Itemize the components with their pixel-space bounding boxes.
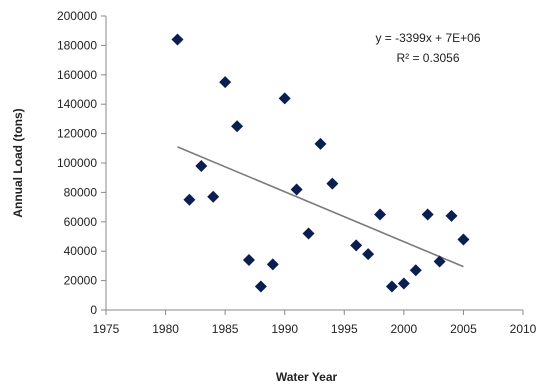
y-tick-label: 200000	[57, 9, 97, 23]
data-point	[195, 159, 208, 172]
y-tick-label: 140000	[57, 97, 97, 111]
data-point	[350, 239, 363, 252]
y-tick-label: 40000	[64, 244, 98, 258]
data-point	[374, 208, 387, 221]
data-point	[219, 76, 232, 89]
data-point	[171, 33, 184, 46]
data-point	[457, 233, 470, 246]
data-point	[290, 183, 303, 196]
y-tick-label: 0	[90, 303, 97, 317]
data-point	[254, 280, 267, 293]
data-point	[266, 258, 279, 271]
trendline-equation: y = -3399x + 7E+06	[375, 31, 480, 45]
x-axis-ticks: 1975 1980 1985 1990 1995 2000 2005 2010	[93, 310, 537, 336]
data-point	[314, 137, 327, 150]
data-point	[421, 208, 434, 221]
trendline	[177, 146, 464, 268]
data-points	[171, 33, 470, 293]
x-tick-label: 1975	[93, 322, 120, 336]
y-tick-label: 160000	[57, 68, 97, 82]
data-point	[326, 177, 339, 190]
x-tick-label: 1995	[331, 322, 358, 336]
y-tick-label: 60000	[64, 215, 98, 229]
y-tick-label: 120000	[57, 127, 97, 141]
data-point	[445, 209, 458, 222]
x-tick-label: 1985	[212, 322, 239, 336]
data-point	[183, 193, 196, 206]
data-point	[409, 264, 422, 277]
y-tick-label: 180000	[57, 38, 97, 52]
r-squared-label: R² = 0.3056	[396, 51, 459, 65]
data-point	[385, 280, 398, 293]
y-axis-title: Annual Load (tons)	[11, 108, 25, 217]
data-point	[302, 227, 315, 240]
x-tick-label: 1990	[271, 322, 298, 336]
y-tick-label: 100000	[57, 156, 97, 170]
data-point	[362, 248, 375, 261]
x-axis-title: Water Year	[276, 370, 338, 384]
x-tick-label: 2000	[391, 322, 418, 336]
data-point	[433, 255, 446, 268]
x-tick-label: 1980	[152, 322, 179, 336]
y-axis-ticks: 0 20000 40000 60000 80000 100000 120000 140000 1…	[57, 9, 106, 317]
data-point	[397, 277, 410, 290]
y-tick-label: 80000	[64, 185, 98, 199]
y-tick-label: 20000	[64, 274, 98, 288]
data-point	[242, 254, 255, 267]
data-point	[278, 92, 291, 105]
data-point	[207, 190, 220, 203]
x-tick-label: 2005	[450, 322, 477, 336]
data-point	[231, 120, 244, 133]
x-tick-label: 2010	[510, 322, 537, 336]
